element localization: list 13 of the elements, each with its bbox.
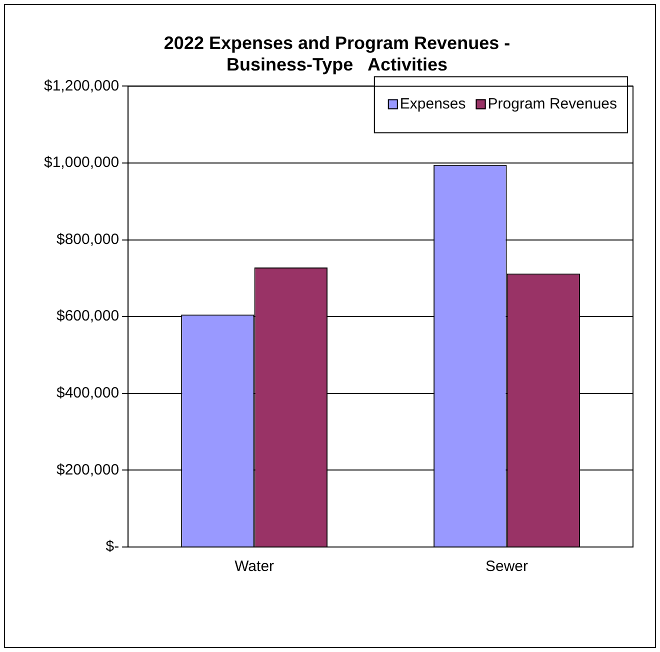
- text: 2022 Expenses and Program Revenues -: [164, 32, 510, 53]
- text: Business-Type Activities: [226, 54, 448, 74]
- y-tick-label: $1,200,000: [44, 77, 120, 94]
- y-tick-label: $400,000: [56, 384, 120, 402]
- y-tick-label: $800,000: [56, 230, 120, 248]
- y-tick-label: $-: [106, 538, 120, 556]
- x-tick-label: Water: [234, 558, 274, 576]
- legend-label: Expenses: [400, 95, 466, 112]
- y-tick-label: $1,000,000: [44, 154, 120, 172]
- x-tick-label: Sewer: [486, 558, 528, 576]
- legend-label: Program Revenues: [488, 95, 618, 112]
- y-tick-label: $200,000: [56, 461, 120, 478]
- y-tick-label: $600,000: [56, 308, 120, 325]
